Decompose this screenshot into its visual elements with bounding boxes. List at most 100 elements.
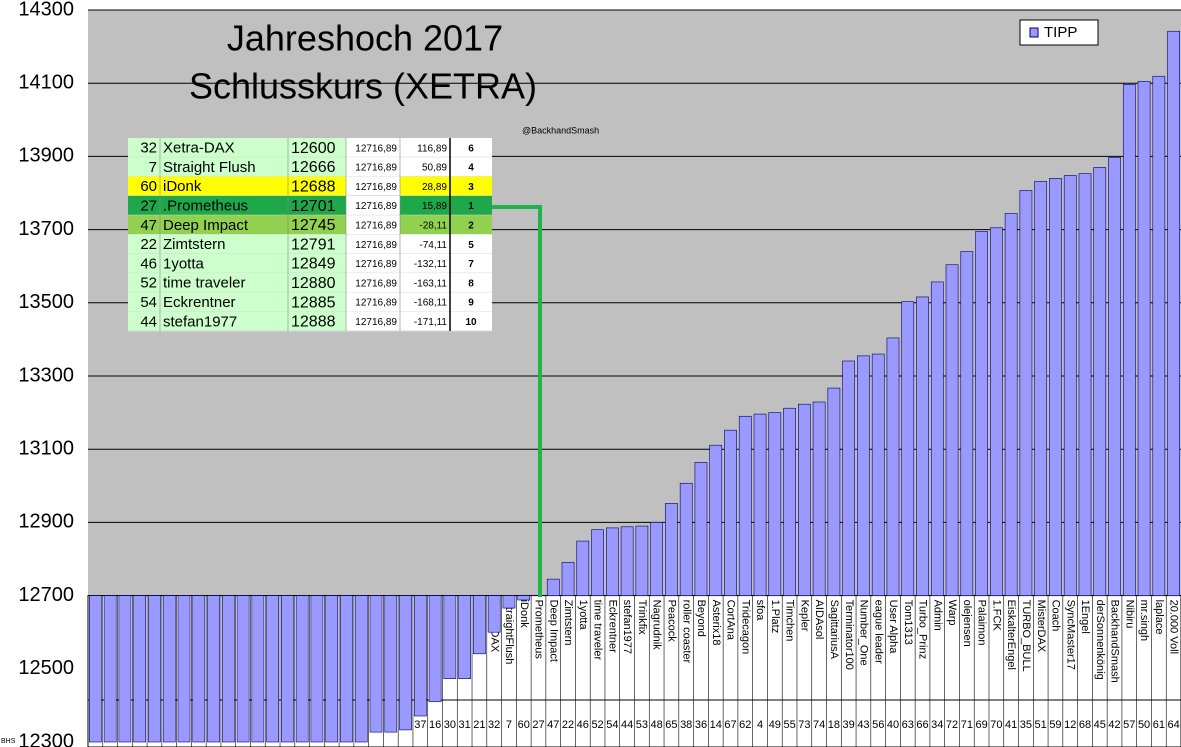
bar [340,595,353,743]
category-number: 44 [621,719,633,731]
table-cell-text: 12716,89 [355,143,397,154]
watermark: BHS [1,738,16,745]
table-cell-text: 5 [468,240,474,251]
y-tick-label: 13900 [18,145,74,167]
category-number: 16 [429,719,441,731]
bar [753,413,767,596]
category-number: 38 [680,719,692,731]
x-tick-label: Kepler [798,600,810,632]
category-number: 65 [665,719,677,731]
category-number: 14 [710,719,722,731]
bar [975,231,988,596]
x-tick-label: Coach [1050,600,1062,632]
table-cell-text: 8 [468,278,474,289]
category-number: 36 [695,719,707,731]
category-number: 27 [532,719,544,731]
category-number: 50 [1138,719,1150,731]
table-cell-text: Zimtstern [163,236,226,253]
table-cell-text: 27 [140,198,157,215]
table-cell-text: 9 [468,298,474,309]
bar [1108,157,1121,596]
category-number: 40 [887,719,899,731]
x-tick-label: EiskalterEngel [1005,600,1017,670]
x-tick-label: Deep Impact [547,600,559,662]
table-cell-text: Deep Impact [163,217,249,234]
bar [1137,81,1151,596]
bar [148,595,161,743]
category-number: 74 [813,719,825,731]
table-cell [346,176,400,196]
bar [502,595,516,609]
y-tick-label: 14300 [18,0,74,20]
bar [325,595,339,743]
category-number: 63 [902,719,914,731]
category-number: 70 [990,719,1002,731]
category-number: 41 [1005,719,1017,731]
table-row [128,253,400,274]
category-number: 37 [414,719,426,731]
x-tick-label: StraightFlush [503,600,515,665]
category-number: 47 [547,719,559,731]
category-number: 31 [459,719,471,731]
table-row [128,195,400,216]
table-row [128,234,400,254]
bar [236,595,250,743]
bar [576,540,590,596]
category-number: 71 [961,719,973,731]
x-tick-label: CortAna [725,600,737,641]
table-cell-text: 47 [140,217,157,234]
table-cell [400,292,492,312]
category-number: 57 [1123,719,1135,731]
bar [591,529,604,596]
bar [546,578,560,596]
category-number: 68 [1079,719,1091,731]
category-number: 61 [1153,719,1165,731]
annotation: @BackhandSmash [522,125,599,135]
table-row [128,273,400,293]
bar [103,595,117,743]
table-cell [346,157,400,177]
x-tick-label: Prometheus [533,600,545,660]
bar [310,595,324,743]
table-cell-text: 6 [468,143,474,154]
bar [1049,178,1062,596]
category-number: 22 [562,719,574,731]
y-tick-label: 12500 [18,657,74,679]
table-cell-text: 7 [468,259,474,270]
chart-title: Jahreshoch 2017 [227,18,503,59]
bar [605,527,619,596]
bar [295,595,309,743]
category-number: 52 [591,719,603,731]
bar [960,251,974,596]
x-tick-label: Nibiru [1123,600,1135,629]
bar [1167,30,1180,596]
bar [354,595,368,743]
chart-subtitle: Schlusskurs (XETRA) [189,66,537,107]
category-number: 51 [1035,719,1047,731]
bar [517,595,531,601]
bar [650,522,664,596]
category-number: 21 [473,719,485,731]
table-cell-text: Xetra-DAX [163,140,235,157]
table-cell-text: -132,11 [414,259,448,270]
x-tick-label: Peacock [666,600,678,643]
category-number: 67 [724,719,736,731]
legend-swatch [1029,27,1039,38]
table-row [128,292,400,312]
category-number: 12 [1064,719,1076,731]
table-row [128,215,400,235]
y-tick-label: 13700 [18,218,74,240]
bar [281,595,294,743]
table-cell [346,273,400,293]
category-number: 69 [975,719,987,731]
bar [384,595,398,733]
x-tick-label: Tom1313 [902,600,914,645]
bar [207,595,220,743]
table-cell-text: 10 [465,317,477,328]
table-row [128,157,400,177]
table-cell-text: 28,89 [422,182,447,193]
bar [458,595,471,679]
x-tick-label: sfoa [754,600,766,622]
category-number: 72 [946,719,958,731]
bar [842,360,856,596]
